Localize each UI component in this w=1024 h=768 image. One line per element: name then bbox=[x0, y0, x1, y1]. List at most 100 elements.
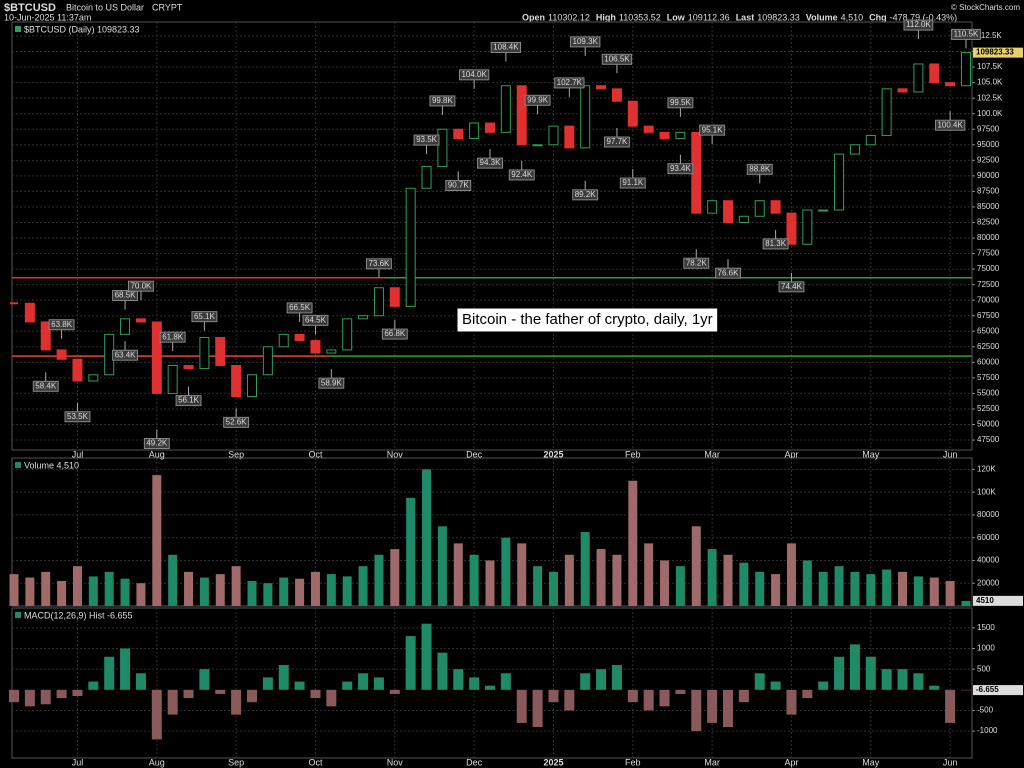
x-tick-label: May bbox=[862, 449, 880, 459]
candle bbox=[929, 63, 940, 84]
annotation-label: 95.1K bbox=[702, 125, 724, 134]
volume-bar bbox=[501, 537, 511, 606]
x-tick-label: Jun bbox=[943, 449, 958, 459]
candle bbox=[167, 364, 178, 394]
hist-bar bbox=[865, 656, 876, 690]
legend-swatch bbox=[15, 612, 21, 618]
annotation-box bbox=[903, 19, 934, 31]
annotation-label: 88.8K bbox=[749, 164, 771, 173]
annotation-label: 99.5K bbox=[670, 98, 692, 107]
volume-bar bbox=[279, 577, 289, 606]
volume-bar bbox=[675, 566, 685, 606]
annotation-box bbox=[683, 257, 710, 269]
quote-label: Chg bbox=[869, 12, 887, 22]
candle bbox=[421, 166, 432, 189]
last-value-label: -6.655 bbox=[976, 685, 999, 694]
annotation-label: 52.6K bbox=[226, 417, 248, 426]
volume-bar bbox=[437, 526, 447, 606]
hist-bar bbox=[945, 689, 956, 723]
hist-bar bbox=[104, 656, 115, 690]
x-tick-label: Oct bbox=[308, 449, 323, 459]
y-tick-label: 50000 bbox=[977, 420, 1000, 429]
hist-bar bbox=[469, 677, 480, 690]
candle bbox=[72, 358, 83, 382]
x-tick-label: Sep bbox=[228, 449, 244, 459]
note-box bbox=[456, 307, 719, 333]
volume-bar bbox=[739, 562, 749, 606]
annotation-label: 63.4K bbox=[115, 350, 137, 359]
volume-bar bbox=[850, 571, 860, 606]
annotation-label: 76.6K bbox=[718, 268, 740, 277]
volume-bar bbox=[231, 566, 241, 606]
macd-panel bbox=[11, 607, 973, 759]
y-tick-label: 55000 bbox=[977, 389, 1000, 398]
hist-bar bbox=[88, 681, 99, 690]
hist-bar bbox=[516, 689, 527, 723]
annotation-box bbox=[524, 94, 551, 106]
candle bbox=[834, 153, 845, 211]
hist-bar bbox=[358, 673, 369, 690]
candle bbox=[437, 128, 448, 168]
y-tick-label: 105.0K bbox=[977, 78, 1003, 87]
y-tick-label: 92500 bbox=[977, 155, 1000, 164]
hist-bar bbox=[961, 689, 971, 691]
volume-bar bbox=[342, 576, 352, 606]
hist-bar bbox=[500, 673, 511, 690]
volume-bar bbox=[406, 497, 416, 606]
annotation-label: 58.9K bbox=[321, 378, 343, 387]
annotation-box bbox=[143, 437, 170, 449]
candle bbox=[961, 52, 971, 87]
y-tick-label: 95000 bbox=[977, 140, 1000, 149]
hist-bar bbox=[897, 669, 908, 690]
annotation-box bbox=[554, 77, 585, 89]
candle bbox=[358, 315, 369, 320]
annotation-label: 73.6K bbox=[368, 259, 390, 268]
candle bbox=[326, 349, 337, 354]
annotation-label: 56.1K bbox=[178, 396, 200, 405]
annotation-box bbox=[603, 136, 630, 148]
hist-bar bbox=[580, 673, 591, 690]
hist-bar bbox=[707, 689, 718, 723]
annotation-box bbox=[159, 331, 186, 343]
candle bbox=[548, 125, 559, 146]
instrument-name: Bitcoin to US Dollar bbox=[66, 2, 144, 12]
quote-bar: Open 110302.12 High 110353.52 Low 109112.36 La… bbox=[522, 12, 957, 22]
volume-bar bbox=[580, 532, 590, 606]
y-tick-label: -1000 bbox=[977, 726, 998, 735]
hist-bar bbox=[135, 673, 146, 690]
volume-bar bbox=[310, 571, 320, 606]
volume-bar bbox=[834, 566, 844, 606]
candle bbox=[897, 88, 908, 93]
candle bbox=[770, 200, 781, 214]
annotation-box bbox=[445, 180, 472, 192]
y-tick-label: 77500 bbox=[977, 249, 1000, 258]
hist-bar bbox=[453, 669, 464, 690]
candle bbox=[199, 336, 210, 370]
legend-swatch bbox=[15, 462, 21, 468]
annotation-box bbox=[191, 311, 218, 323]
hist-bar bbox=[929, 685, 940, 690]
candle bbox=[405, 187, 416, 307]
hist-bar bbox=[167, 689, 178, 715]
hist-bar bbox=[262, 677, 273, 690]
volume-bar bbox=[41, 571, 51, 606]
candle bbox=[596, 85, 607, 90]
annotation-label: 70.0K bbox=[130, 281, 152, 290]
hist-bar bbox=[56, 689, 67, 699]
annotation-box bbox=[64, 411, 91, 423]
hist-bar bbox=[659, 689, 670, 707]
y-tick-label: 75000 bbox=[977, 264, 1000, 273]
annotation-box bbox=[413, 134, 440, 146]
candle bbox=[786, 212, 797, 245]
y-tick-label: 82500 bbox=[977, 218, 1000, 227]
candle bbox=[754, 200, 765, 217]
y-tick-label: 62500 bbox=[977, 342, 1000, 351]
annotation-box bbox=[934, 119, 966, 131]
annotation-label: 61.8K bbox=[162, 332, 184, 341]
annotation-box bbox=[365, 258, 392, 270]
hist-bar bbox=[770, 681, 781, 690]
y-tick-label: 65000 bbox=[977, 326, 1000, 335]
quote-value: 109112.36 bbox=[688, 12, 730, 22]
annotation-box bbox=[601, 53, 633, 65]
x-tick-label: Aug bbox=[149, 449, 165, 459]
